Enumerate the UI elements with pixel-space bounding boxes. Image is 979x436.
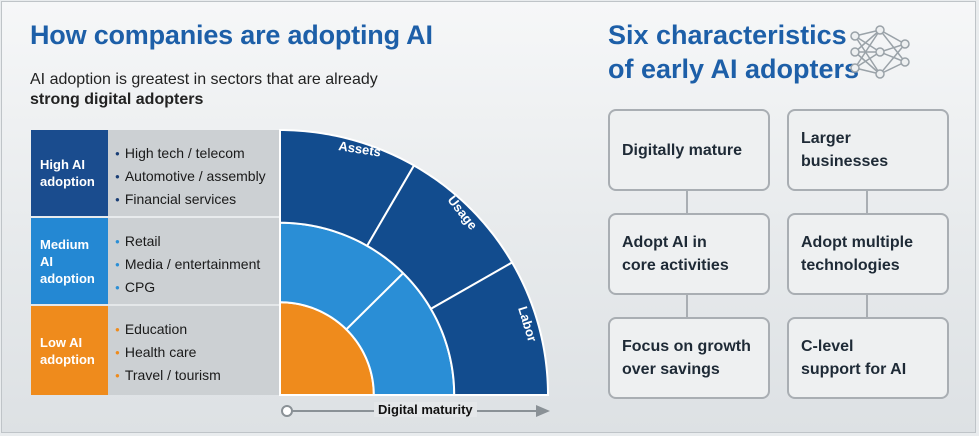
level-low: Low AI adoption	[31, 306, 108, 395]
char-line: C-level	[801, 338, 854, 355]
characteristic-multiple-technologies: Adopt multiple technologies	[787, 213, 949, 295]
arc-label-assets: Assets	[338, 138, 382, 159]
arc-segment-outer	[429, 261, 550, 396]
char-line: Adopt multiple	[801, 234, 913, 251]
connector-right-1	[866, 191, 868, 213]
connector-left-1	[686, 191, 688, 213]
level-medium: Medium AI adoption	[31, 218, 108, 304]
digital-maturity-arc: Assets Usage Labor	[279, 128, 550, 396]
char-line: over savings	[622, 361, 720, 378]
level-medium-label: Medium AI adoption	[40, 236, 95, 286]
characteristic-digitally-mature: Digitally mature	[608, 109, 770, 191]
level-low-label: Low AI adoption	[40, 334, 95, 367]
char-line: Adopt AI in	[622, 234, 707, 251]
sector-item: Travel / tourism	[115, 364, 279, 387]
characteristic-core-activities: Adopt AI in core activities	[608, 213, 770, 295]
char-line: core activities	[622, 257, 729, 274]
sector-item: High tech / telecom	[115, 142, 279, 165]
level-high: High AI adoption	[31, 130, 108, 216]
connector-right-2	[866, 295, 868, 317]
left-title: How companies are adopting AI	[30, 20, 433, 50]
char-line: Digitally mature	[622, 141, 743, 159]
sector-item: CPG	[115, 276, 279, 299]
connector-left-2	[686, 295, 688, 317]
char-line: Focus on growth	[622, 338, 751, 355]
subtitle-line: AI adoption is greatest in sectors that …	[30, 71, 378, 88]
characteristic-larger-businesses: Larger businesses	[787, 109, 949, 191]
char-line: support for AI	[801, 361, 907, 378]
neural-network-icon	[850, 25, 910, 79]
sector-item: Media / entertainment	[115, 253, 279, 276]
char-line: businesses	[801, 153, 889, 170]
sector-item: Retail	[115, 230, 279, 253]
sector-item: Automotive / assembly	[115, 165, 279, 188]
sector-item: Education	[115, 318, 279, 341]
subtitle-bold-line: strong digital adopters	[30, 91, 204, 108]
sector-item: Health care	[115, 341, 279, 364]
arrow-right-icon	[536, 405, 550, 417]
sector-item: Financial services	[115, 188, 279, 211]
sectors-high: High tech / telecom Automotive / assembl…	[108, 130, 279, 216]
char-line: technologies	[801, 257, 900, 274]
right-title-line1: Six characteristics	[608, 20, 847, 50]
left-subtitle: AI adoption is greatest in sectors that …	[30, 70, 378, 110]
axis-label: Digital maturity	[374, 402, 477, 417]
level-high-label: High AI adoption	[40, 157, 95, 189]
sectors-low: Education Health care Travel / tourism	[108, 306, 279, 395]
char-line: Larger	[801, 130, 851, 147]
characteristic-c-level-support: C-level support for AI	[787, 317, 949, 399]
right-title: Six characteristics of early AI adopters	[608, 18, 859, 86]
axis-origin-icon	[281, 405, 293, 417]
characteristic-growth-over-savings: Focus on growth over savings	[608, 317, 770, 399]
sectors-medium: Retail Media / entertainment CPG	[108, 218, 279, 304]
right-title-line2: of early AI adopters	[608, 54, 860, 84]
